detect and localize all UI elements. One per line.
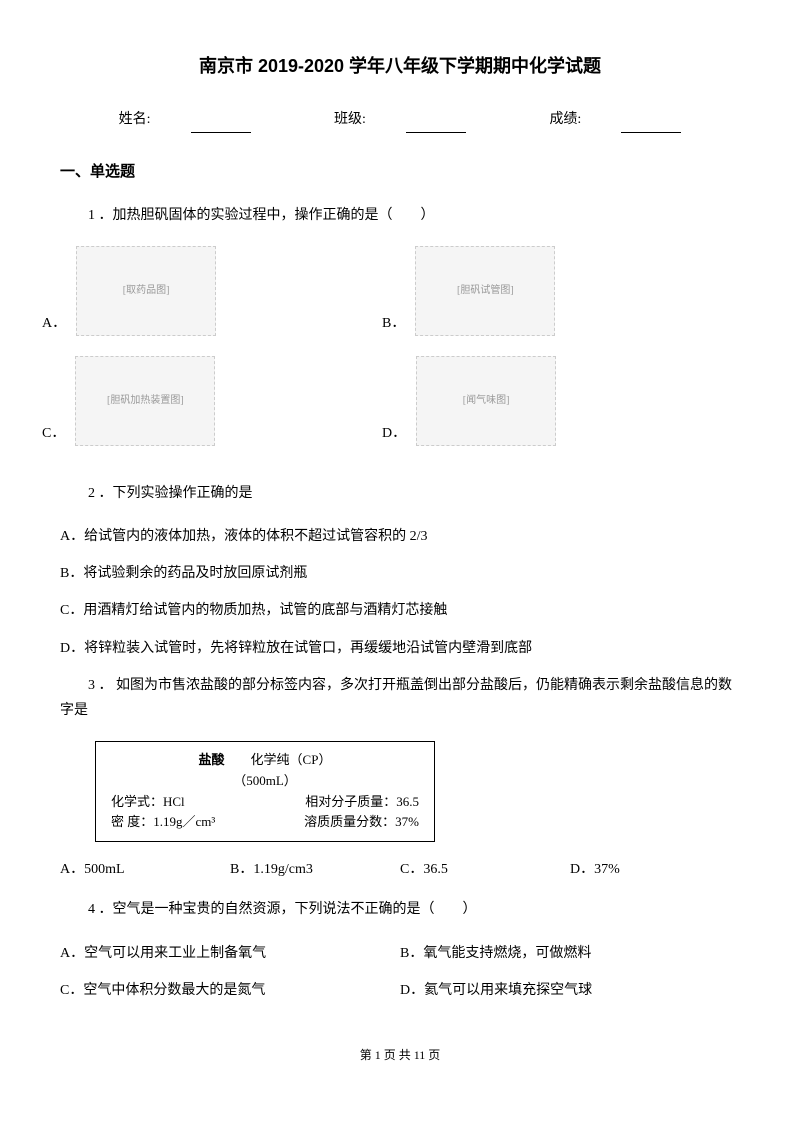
option-a-label: A． — [42, 311, 66, 336]
option-c: C． [胆矾加热装置图] — [60, 356, 400, 446]
box-formula: 化学式：HCl — [111, 794, 185, 809]
question-3-text: 3 ． 如图为市售浓盐酸的部分标签内容，多次打开瓶盖倒出部分盐酸后，仍能精确表示… — [60, 673, 740, 723]
name-blank[interactable] — [191, 119, 251, 133]
box-molmass: 相对分子质量：36.5 — [305, 792, 419, 813]
class-label: 班级: — [314, 107, 486, 132]
section-header: 一、单选题 — [60, 158, 740, 185]
option-b: B． [胆矾试管图] — [400, 246, 740, 336]
box-line1: 盐酸 化学纯（CP） — [111, 750, 419, 771]
box-density: 密 度：1.19g／cm³ — [111, 814, 215, 829]
q2-option-b: B．将试验剩余的药品及时放回原试剂瓶 — [60, 561, 740, 586]
student-info-row: 姓名: 班级: 成绩: — [60, 107, 740, 132]
q3-option-a: A．500mL — [60, 857, 230, 882]
option-c-label: C． — [42, 421, 65, 446]
option-d: D． [闻气味图] — [400, 356, 740, 446]
page-footer: 第 1 页 共 11 页 — [60, 1045, 740, 1067]
q3-option-b: B．1.19g/cm3 — [230, 857, 400, 882]
option-d-image: [闻气味图] — [416, 356, 556, 446]
q4-option-c: C．空气中体积分数最大的是氮气 — [60, 978, 400, 1003]
box-line1-rest: 化学纯（CP） — [225, 752, 332, 767]
option-b-image: [胆矾试管图] — [415, 246, 555, 336]
box-line3: 化学式：HCl 相对分子质量：36.5 — [111, 792, 419, 813]
question-1-options: A． [取药品图] B． [胆矾试管图] C． [胆矾加热装置图] D． [闻气… — [60, 246, 740, 466]
option-b-label: B． — [382, 311, 405, 336]
option-c-image: [胆矾加热装置图] — [75, 356, 215, 446]
score-label: 成绩: — [529, 107, 701, 132]
q3-option-d: D．37% — [570, 857, 740, 882]
hcl-label-box: 盐酸 化学纯（CP） （500mL） 化学式：HCl 相对分子质量：36.5 密… — [95, 741, 435, 842]
page-title: 南京市 2019-2020 学年八年级下学期期中化学试题 — [60, 50, 740, 82]
score-blank[interactable] — [621, 119, 681, 133]
box-line2: （500mL） — [111, 771, 419, 792]
q2-option-d: D．将锌粒装入试管时，先将锌粒放在试管口，再缓缓地沿试管内壁滑到底部 — [60, 636, 740, 661]
question-4-options: A．空气可以用来工业上制备氧气 B．氧气能支持燃烧，可做燃料 C．空气中体积分数… — [60, 941, 740, 1015]
box-line4: 密 度：1.19g／cm³ 溶质质量分数：37% — [111, 812, 419, 833]
option-a-image: [取药品图] — [76, 246, 216, 336]
question-2-text: 2 ．下列实验操作正确的是 — [60, 481, 740, 506]
question-4-text: 4 ．空气是一种宝贵的自然资源，下列说法不正确的是（ ） — [60, 897, 740, 922]
option-a: A． [取药品图] — [60, 246, 400, 336]
q4-option-a: A．空气可以用来工业上制备氧气 — [60, 941, 400, 966]
box-massfrac: 溶质质量分数：37% — [304, 812, 419, 833]
question-1-text: 1 ．加热胆矾固体的实验过程中，操作正确的是（ ） — [60, 203, 740, 228]
box-title: 盐酸 — [199, 752, 225, 767]
option-d-label: D． — [382, 421, 406, 446]
name-label: 姓名: — [99, 107, 271, 132]
q2-option-a: A．给试管内的液体加热，液体的体积不超过试管容积的 2/3 — [60, 524, 740, 549]
q2-option-c: C．用酒精灯给试管内的物质加热，试管的底部与酒精灯芯接触 — [60, 598, 740, 623]
question-3-options: A．500mL B．1.19g/cm3 C．36.5 D．37% — [60, 857, 740, 882]
class-blank[interactable] — [406, 119, 466, 133]
q4-option-d: D．氦气可以用来填充探空气球 — [400, 978, 740, 1003]
q3-option-c: C．36.5 — [400, 857, 570, 882]
q4-option-b: B．氧气能支持燃烧，可做燃料 — [400, 941, 740, 966]
